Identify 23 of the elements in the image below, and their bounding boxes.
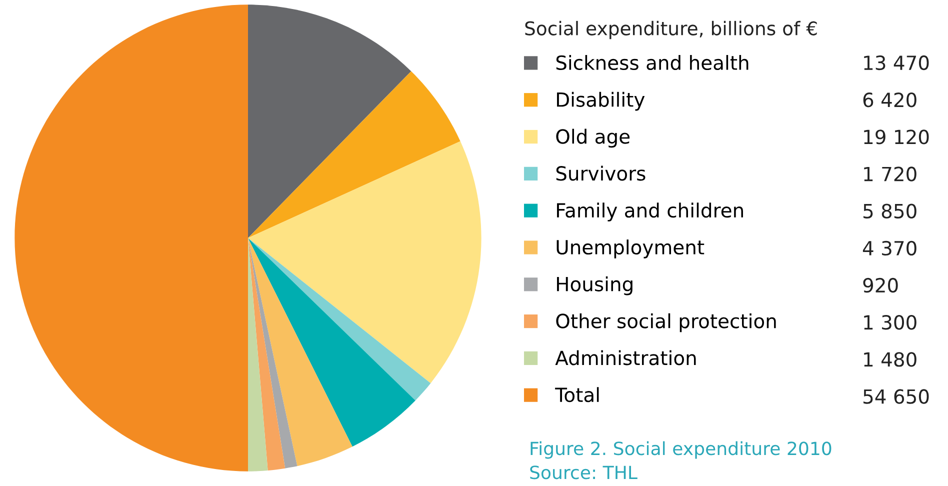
caption: Figure 2. Social expenditure 2010 <box>530 441 832 459</box>
data-label: 1 480 <box>864 352 916 367</box>
data-label: 5 850 <box>864 204 916 218</box>
legend-label: Unemployment <box>556 240 704 258</box>
legend-label: Disability <box>557 92 645 111</box>
data-label: 920 <box>863 278 898 293</box>
data-label: 13 470 <box>864 55 929 70</box>
legend-label: Survivors <box>556 166 646 181</box>
data-label: 6 420 <box>863 92 916 108</box>
legend-label: Sickness and health <box>556 55 748 70</box>
data-label: 1 300 <box>864 315 916 330</box>
legend-label: Housing <box>557 276 632 296</box>
data-label: 19 120 <box>864 130 929 144</box>
text: Social expenditure, billions of € <box>525 20 817 40</box>
legend-label: Total <box>555 387 599 402</box>
source-note: Source: THL <box>530 466 638 480</box>
legend-label: Old age <box>556 128 630 148</box>
legend-label: Other social protection <box>556 313 776 332</box>
data-label: 54 650 <box>864 389 929 404</box>
legend-label: Family and children <box>557 202 743 222</box>
legend-label: Administration <box>555 350 696 366</box>
data-label: 4 370 <box>862 240 916 256</box>
data-label: 1 720 <box>864 166 916 182</box>
